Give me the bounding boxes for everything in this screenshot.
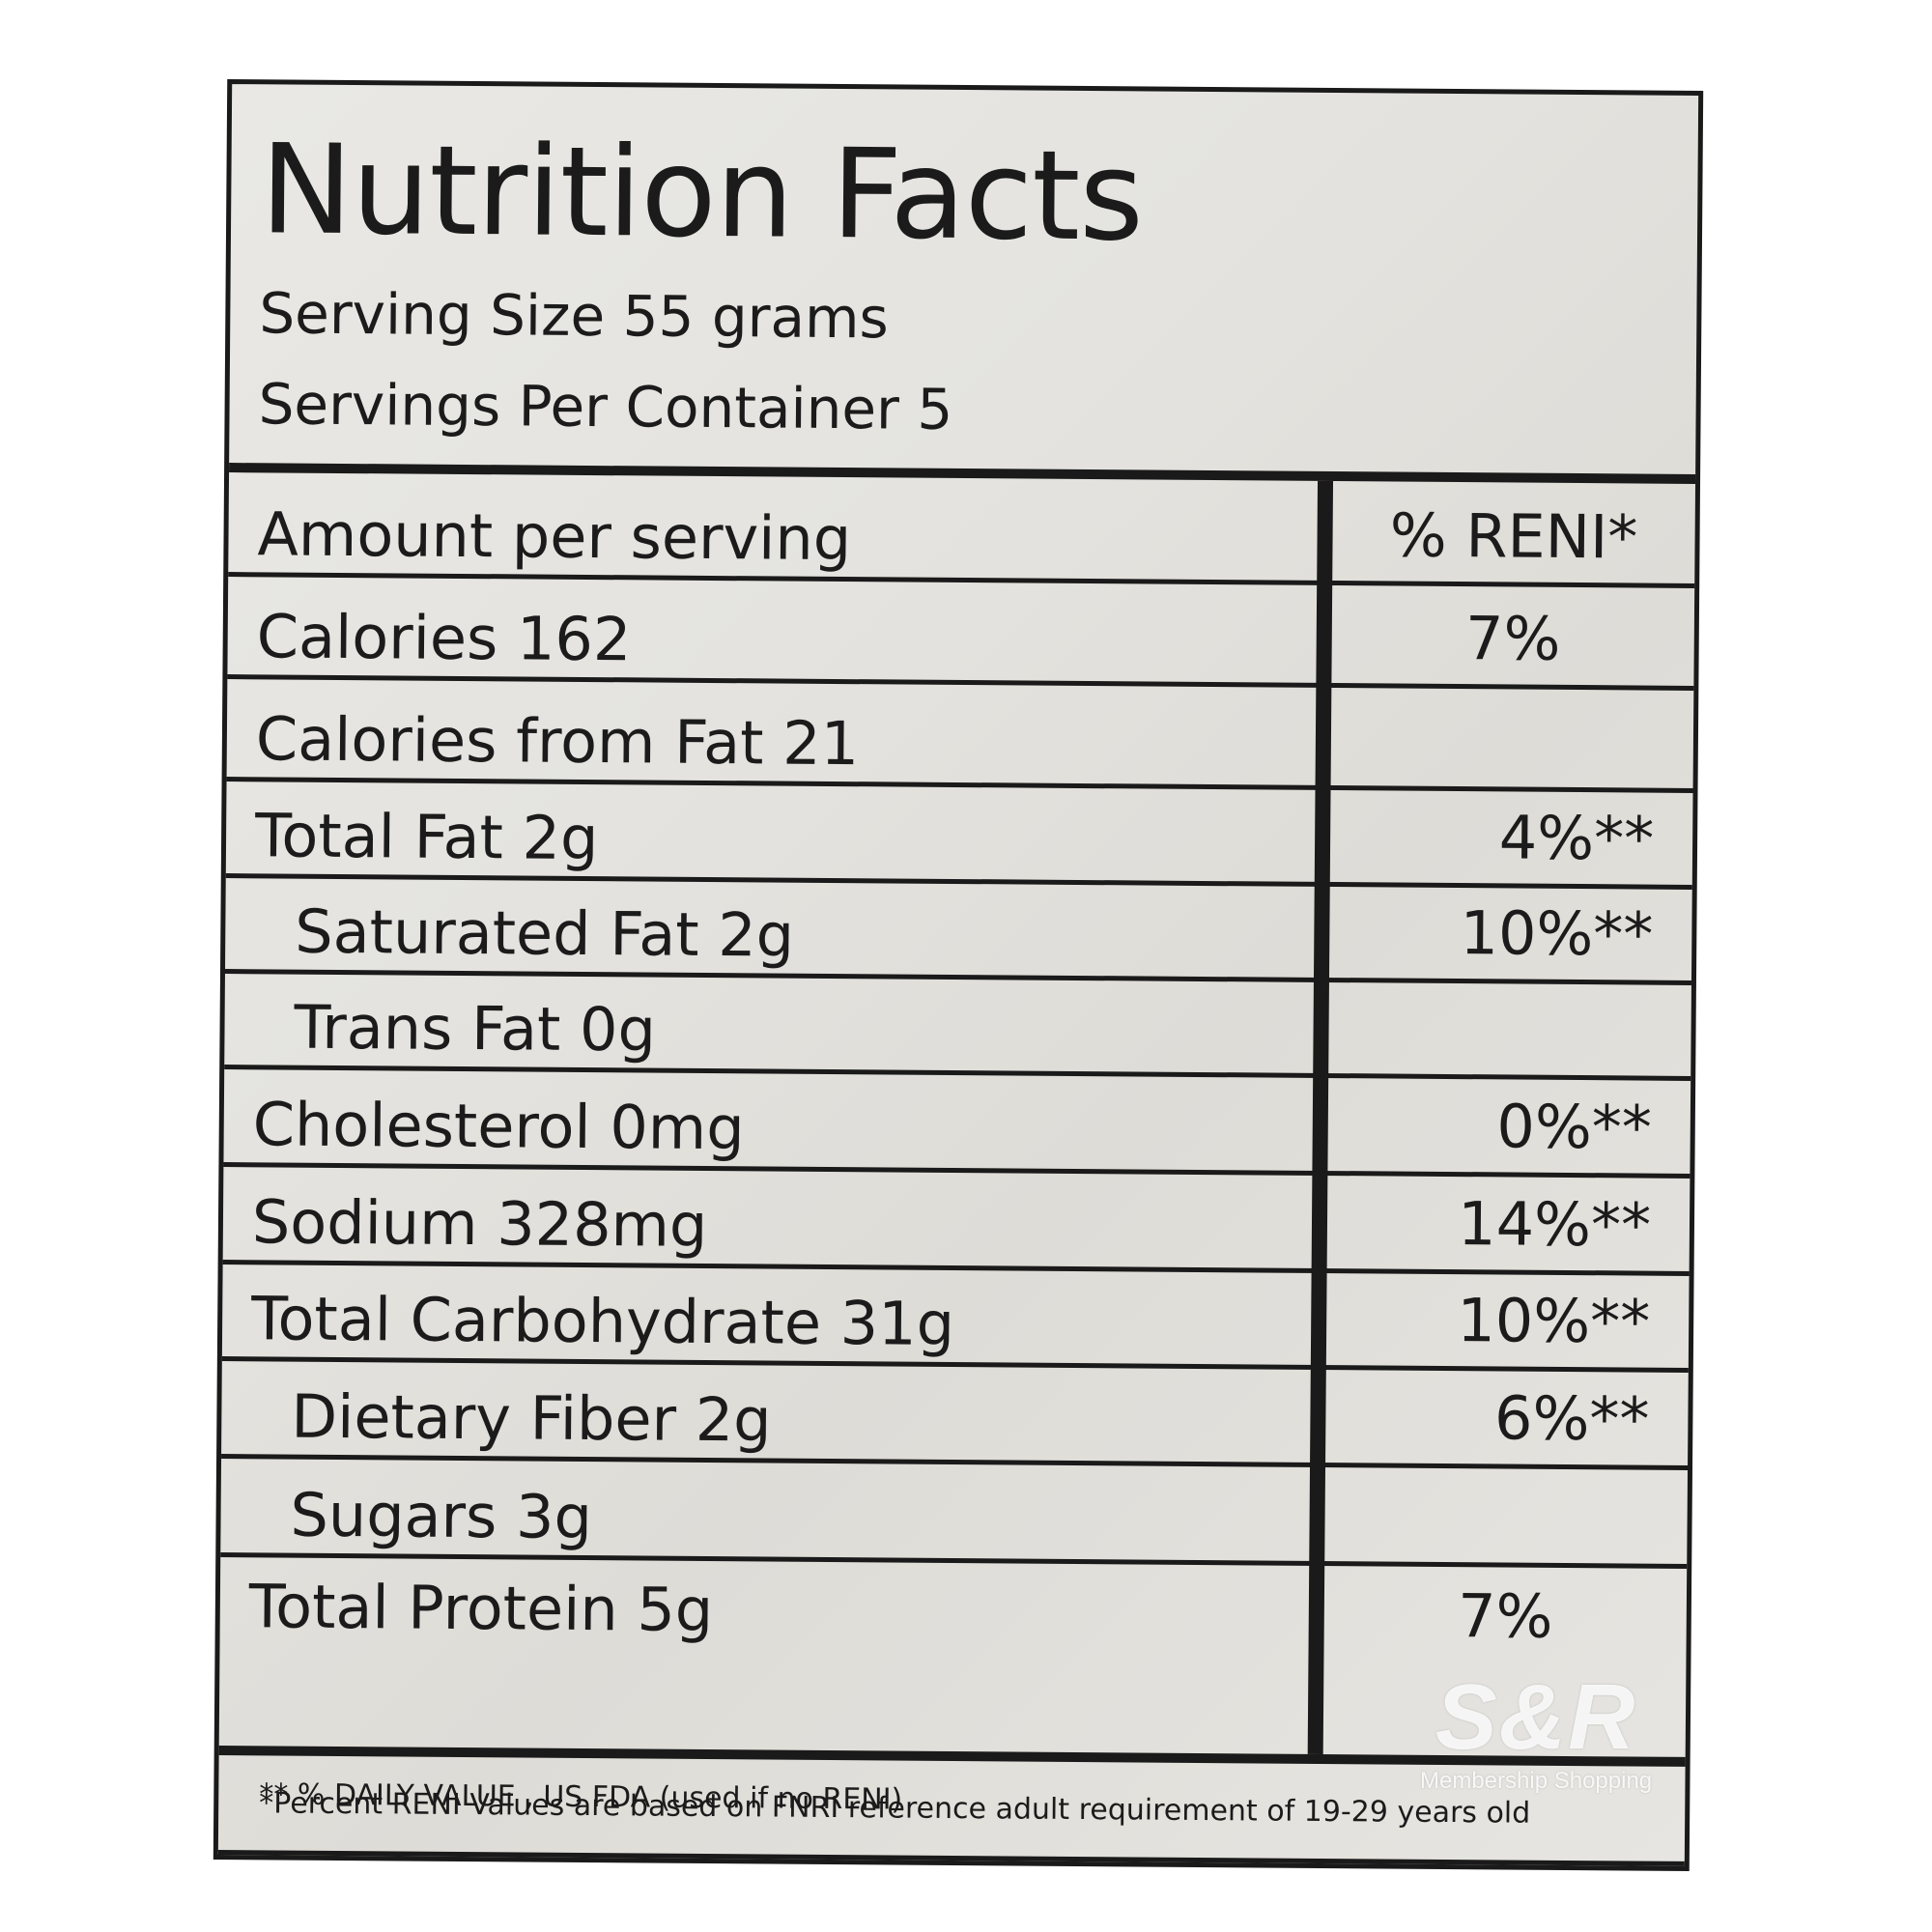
nutrition-facts-title: Nutrition Facts: [259, 118, 1144, 270]
nutrient-name: Sugars 3g: [290, 1479, 593, 1553]
nutrient-name: Sodium 328mg: [251, 1186, 708, 1261]
nutrient-table: Amount per serving % RENI* Calories 162 …: [218, 463, 1696, 1757]
nutrient-name: Cholesterol 0mg: [252, 1089, 745, 1164]
footnote-daily-value: ** % DAILY VALUE , US FDA (used if no RE…: [259, 1777, 903, 1817]
nutrient-row-sodium: Sodium 328mg 14%**: [222, 1167, 1690, 1276]
nutrient-row-sugars: Sugars 3g: [220, 1459, 1688, 1569]
nutrient-row-total-protein: Total Protein 5g 7%: [219, 1557, 1687, 1757]
nutrient-name: Calories from Fat 21: [255, 703, 860, 780]
nutrient-percent: 0%**: [1496, 1091, 1653, 1163]
serving-size: Serving Size 55 grams: [259, 280, 890, 352]
nutrient-percent: 10%**: [1460, 897, 1654, 970]
reni-header: % RENI*: [1389, 499, 1638, 573]
table-header-row: Amount per serving % RENI*: [228, 472, 1696, 588]
nutrient-percent: 10%**: [1457, 1285, 1651, 1357]
nutrient-row-trans-fat: Trans Fat 0g: [224, 974, 1691, 1081]
servings-per-container: Servings Per Container 5: [258, 371, 953, 442]
nutrient-row-dietary-fiber: Dietary Fiber 2g 6%**: [221, 1361, 1689, 1470]
nutrient-percent: 7%: [1457, 1580, 1553, 1652]
nutrient-row-total-carbohydrate: Total Carbohydrate 31g 10%**: [221, 1264, 1690, 1373]
nutrition-facts-label: Nutrition Facts Serving Size 55 grams Se…: [213, 79, 1704, 1871]
nutrient-row-saturated-fat: Saturated Fat 2g 10%**: [224, 878, 1692, 985]
nutrient-name: Dietary Fiber 2g: [291, 1380, 772, 1456]
nutrient-name: Saturated Fat 2g: [295, 895, 795, 971]
label-header: Nutrition Facts Serving Size 55 grams Se…: [229, 84, 1698, 474]
nutrient-name: Trans Fat 0g: [294, 991, 657, 1065]
amount-per-serving-label: Amount per serving: [257, 498, 852, 575]
nutrient-percent: 6%**: [1493, 1382, 1650, 1455]
nutrient-row-calories-from-fat: Calories from Fat 21: [226, 679, 1694, 793]
nutrient-percent: 7%: [1464, 603, 1561, 674]
nutrient-percent: 4%**: [1498, 802, 1655, 874]
nutrient-name: Total Carbohydrate 31g: [250, 1283, 955, 1359]
nutrient-row-total-fat: Total Fat 2g 4%**: [225, 781, 1693, 890]
nutrient-percent: 14%**: [1457, 1188, 1652, 1261]
nutrient-name: Calories 162: [256, 601, 632, 675]
nutrient-row-calories: Calories 162 7%: [227, 577, 1695, 691]
nutrient-name: Total Fat 2g: [254, 800, 599, 874]
nutrient-row-cholesterol: Cholesterol 0mg 0%**: [223, 1069, 1691, 1179]
nutrient-name: Total Protein 5g: [248, 1571, 714, 1646]
